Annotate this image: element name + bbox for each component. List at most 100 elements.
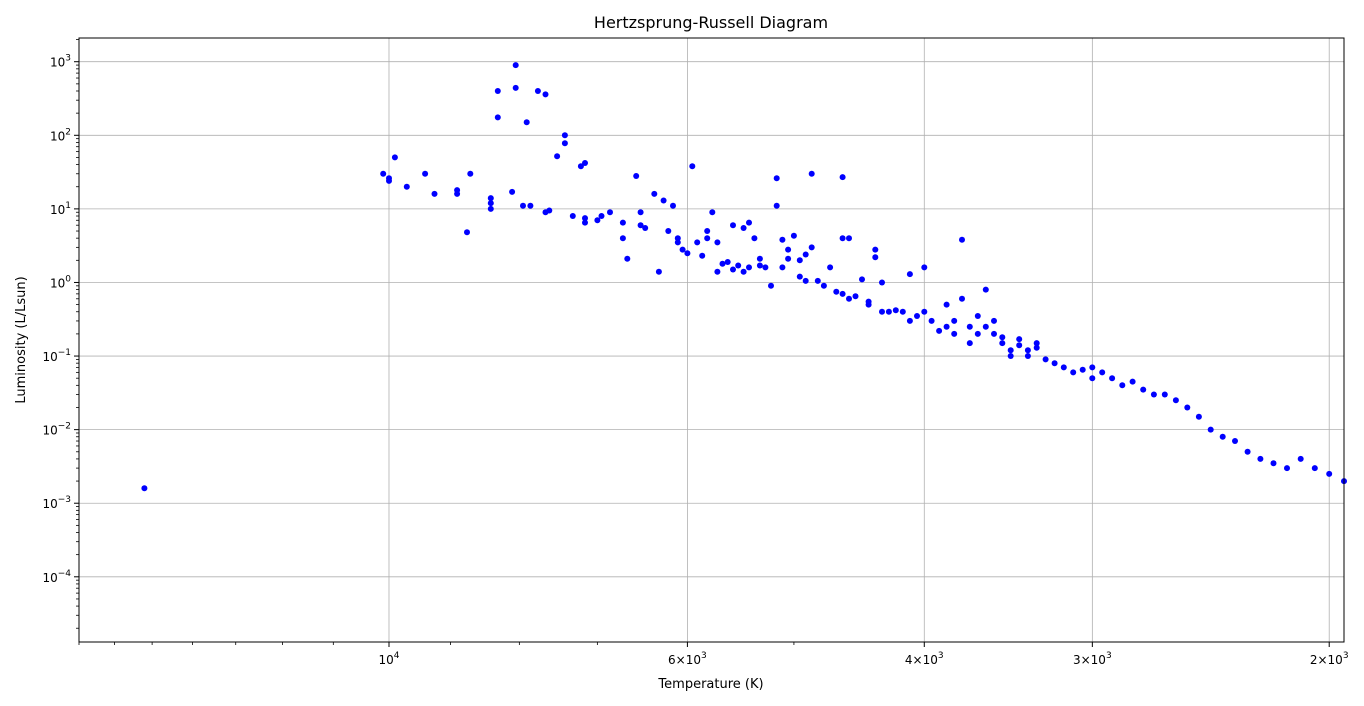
x-tick-mantissa: 10	[378, 653, 393, 667]
star-point	[730, 222, 736, 229]
star-point	[899, 308, 906, 315]
star-point	[665, 228, 672, 234]
y-tick-base: 10	[42, 497, 57, 511]
star-point	[487, 205, 494, 212]
star-point	[974, 313, 981, 319]
x-tick-exponent: 3	[701, 651, 707, 661]
x-tick-label: 4×103	[905, 651, 944, 667]
star-point	[704, 235, 711, 242]
star-point	[833, 288, 840, 295]
star-point	[974, 330, 981, 337]
star-point	[655, 268, 662, 275]
star-point	[762, 264, 769, 271]
star-point	[1297, 455, 1304, 462]
star-point	[740, 225, 747, 231]
star-point	[637, 222, 644, 229]
star-point	[527, 202, 534, 209]
star-point	[431, 190, 438, 197]
star-point	[951, 330, 958, 337]
star-point	[1184, 404, 1191, 411]
star-point	[714, 268, 721, 275]
x-tick-exponent: 3	[938, 651, 944, 661]
star-point	[1207, 426, 1214, 433]
y-tick-label: 103	[50, 54, 71, 70]
star-point	[943, 323, 950, 330]
star-point	[1129, 378, 1136, 385]
star-point	[1024, 347, 1031, 354]
star-point	[1311, 465, 1318, 472]
x-tick-exponent: 4	[394, 651, 400, 661]
star-point	[879, 308, 885, 315]
plot-frame	[78, 37, 1345, 643]
star-point	[619, 219, 626, 226]
star-point	[966, 323, 973, 330]
star-point	[785, 246, 792, 253]
y-tick-exponent: 3	[65, 54, 71, 64]
y-axis-label: Luminosity (L/Lsun)	[14, 276, 29, 403]
x-tick-mantissa: 6×10	[668, 653, 701, 667]
y-tick-base: 10	[50, 56, 65, 70]
star-point	[714, 239, 721, 246]
star-point	[768, 282, 774, 289]
y-tick-base: 10	[50, 276, 65, 290]
star-point	[512, 84, 519, 91]
star-point	[779, 236, 786, 243]
star-point	[790, 232, 797, 239]
star-point	[1109, 375, 1116, 382]
star-point	[380, 170, 387, 177]
star-point	[1326, 470, 1333, 477]
star-point	[1172, 397, 1179, 404]
points-layer	[141, 62, 1347, 492]
star-point	[1042, 356, 1049, 363]
star-point	[746, 219, 752, 226]
star-point	[808, 244, 815, 251]
star-point	[633, 173, 640, 179]
star-point	[670, 202, 676, 209]
star-point	[709, 209, 716, 216]
star-point	[921, 264, 928, 271]
star-point	[684, 250, 691, 257]
y-tick-base: 10	[42, 350, 57, 364]
y-tick-base: 10	[42, 424, 57, 438]
star-point	[542, 91, 549, 98]
star-point	[1007, 353, 1014, 359]
y-tick-exponent: 2	[65, 127, 71, 137]
star-point	[1007, 347, 1014, 354]
x-axis-label: Temperature (K)	[657, 677, 763, 692]
star-point	[802, 251, 809, 258]
star-point	[991, 317, 997, 324]
star-point	[966, 340, 973, 347]
star-point	[951, 317, 958, 324]
star-point	[554, 153, 561, 160]
star-point	[982, 323, 989, 330]
star-point	[577, 163, 584, 170]
star-point	[756, 255, 763, 262]
star-point	[999, 340, 1006, 347]
star-point	[1195, 413, 1202, 420]
star-point	[403, 183, 410, 190]
star-point	[1099, 369, 1106, 376]
star-point	[494, 88, 501, 94]
chart-title: Hertzsprung-Russell Diagram	[594, 13, 828, 32]
y-tick-base: 10	[50, 203, 65, 217]
star-point	[642, 225, 649, 231]
star-point	[494, 114, 501, 121]
star-point	[959, 236, 965, 243]
star-point	[779, 264, 786, 271]
star-point	[454, 190, 461, 197]
star-point	[520, 202, 526, 209]
y-tick-label: 101	[50, 201, 71, 217]
star-point	[141, 485, 148, 492]
star-point	[1089, 375, 1096, 382]
x-tick-mantissa: 3×10	[1073, 653, 1106, 667]
grid-layer	[79, 38, 1344, 642]
star-point	[921, 308, 928, 315]
star-point	[928, 317, 935, 324]
star-point	[1070, 369, 1077, 376]
star-point	[386, 177, 392, 184]
star-point	[391, 154, 398, 161]
star-point	[607, 209, 613, 216]
star-point	[1060, 364, 1067, 371]
star-point	[674, 235, 681, 242]
